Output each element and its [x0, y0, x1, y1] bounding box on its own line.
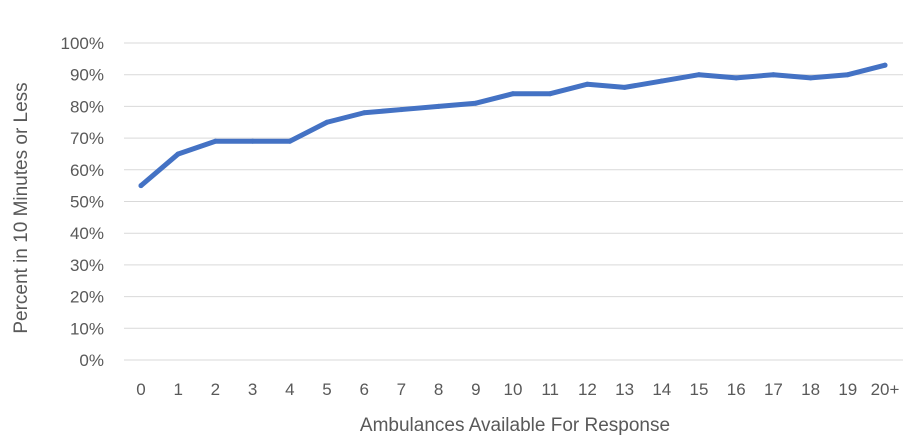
y-axis-title: Percent in 10 Minutes or Less — [11, 82, 32, 333]
data-point — [250, 138, 256, 144]
y-tick-label: 90% — [70, 66, 104, 85]
data-point — [473, 100, 479, 106]
series-line — [138, 62, 888, 189]
data-point — [436, 103, 442, 109]
data-point — [361, 110, 367, 116]
x-tick-label: 0 — [136, 380, 145, 399]
data-point — [770, 72, 776, 78]
data-point — [547, 91, 553, 97]
x-tick-label: 14 — [652, 380, 671, 399]
x-tick-label: 4 — [285, 380, 294, 399]
data-point — [659, 78, 665, 84]
x-axis-title: Ambulances Available For Response — [360, 415, 670, 436]
x-tick-label: 3 — [248, 380, 257, 399]
y-tick-label: 70% — [70, 129, 104, 148]
y-tick-label: 60% — [70, 161, 104, 180]
x-tick-label: 5 — [322, 380, 331, 399]
y-tick-label: 30% — [70, 256, 104, 275]
data-point — [882, 62, 888, 68]
y-tick-label: 50% — [70, 193, 104, 212]
x-tick-label: 16 — [727, 380, 746, 399]
x-tick-label: 10 — [504, 380, 523, 399]
y-tick-label: 0% — [79, 351, 104, 370]
data-point — [584, 81, 590, 87]
data-point — [808, 75, 814, 81]
data-point — [138, 183, 144, 189]
y-tick-label: 10% — [70, 319, 104, 338]
data-point — [733, 75, 739, 81]
x-tick-label: 6 — [359, 380, 368, 399]
y-axis-ticks: 0% 10% 20% 30% 40% 50% 60% 70% 80% 90% 100% — [61, 34, 104, 370]
x-tick-label: 11 — [541, 380, 559, 399]
x-tick-label: 13 — [615, 380, 634, 399]
data-point — [287, 138, 293, 144]
data-point — [175, 151, 181, 157]
data-point — [324, 119, 330, 125]
x-tick-label: 8 — [434, 380, 443, 399]
x-tick-label: 7 — [397, 380, 406, 399]
data-point — [398, 107, 404, 113]
x-tick-label: 2 — [211, 380, 220, 399]
gridlines — [124, 42, 903, 361]
data-point — [212, 138, 218, 144]
y-tick-label: 40% — [70, 224, 104, 243]
x-tick-label: 15 — [690, 380, 709, 399]
x-tick-label: 1 — [173, 380, 182, 399]
x-tick-label: 9 — [471, 380, 480, 399]
data-point — [510, 91, 516, 97]
y-tick-label: 100% — [61, 34, 104, 53]
data-point — [845, 72, 851, 78]
series-layer — [138, 62, 888, 189]
x-tick-label: 12 — [578, 380, 597, 399]
x-tick-label: 18 — [801, 380, 820, 399]
y-tick-label: 20% — [70, 288, 104, 307]
x-axis-ticks: 0 1 2 3 4 5 6 7 8 9 10 11 12 13 14 15 16 17 18 19 20+ — [136, 380, 899, 399]
x-tick-label: 20+ — [871, 380, 900, 399]
data-point — [622, 84, 628, 90]
x-tick-label: 17 — [764, 380, 783, 399]
x-tick-label: 19 — [838, 380, 857, 399]
y-tick-label: 80% — [70, 97, 104, 116]
data-point — [696, 72, 702, 78]
